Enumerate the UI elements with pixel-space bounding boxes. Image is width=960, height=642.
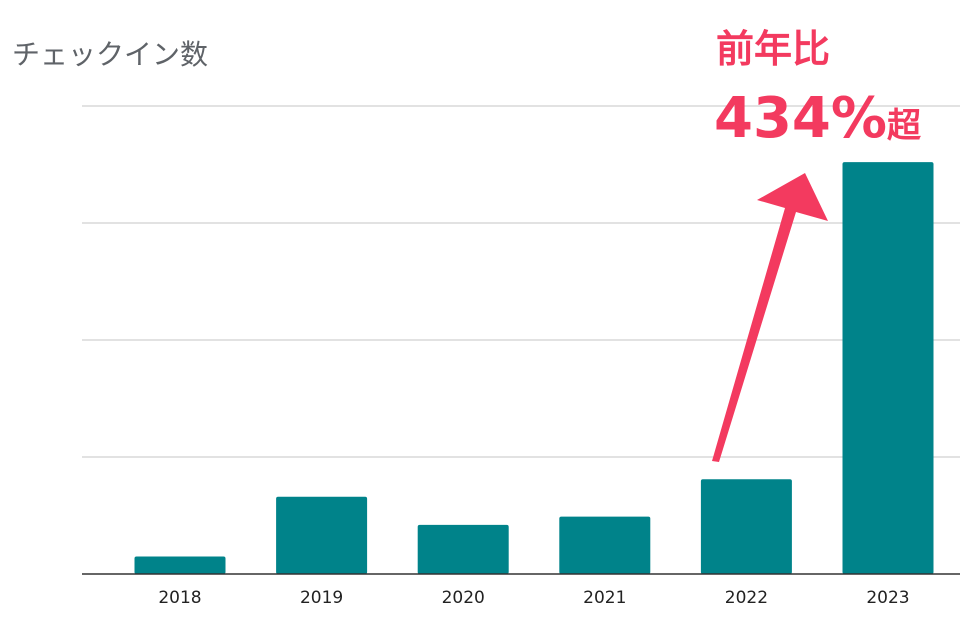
annotation-growth: 434%超 bbox=[714, 86, 922, 151]
bar-2022 bbox=[700, 479, 792, 574]
bar-2019 bbox=[276, 496, 368, 574]
bar-2018 bbox=[134, 556, 226, 574]
annotation-growth-suffix: 超 bbox=[887, 106, 922, 146]
annotation-label-yoy: 前年比 bbox=[716, 27, 830, 71]
x-tick-label-2020: 2020 bbox=[442, 588, 485, 608]
bars bbox=[134, 162, 934, 574]
chart-title: チェックイン数 bbox=[12, 38, 208, 71]
bar-2023 bbox=[842, 162, 934, 574]
x-tick-label-2018: 2018 bbox=[158, 588, 201, 608]
annotation-growth-value: 434% bbox=[714, 86, 887, 151]
bar-2021 bbox=[559, 516, 651, 574]
x-tick-label-2019: 2019 bbox=[300, 588, 343, 608]
x-tick-label-2023: 2023 bbox=[866, 588, 909, 608]
gridlines bbox=[82, 105, 960, 458]
x-tick-labels: 2018 2019 2020 2021 2022 2023 bbox=[158, 588, 909, 608]
bar-2020 bbox=[417, 524, 509, 574]
x-tick-label-2022: 2022 bbox=[725, 588, 768, 608]
x-tick-label-2021: 2021 bbox=[583, 588, 626, 608]
annotation-arrow bbox=[712, 173, 828, 462]
